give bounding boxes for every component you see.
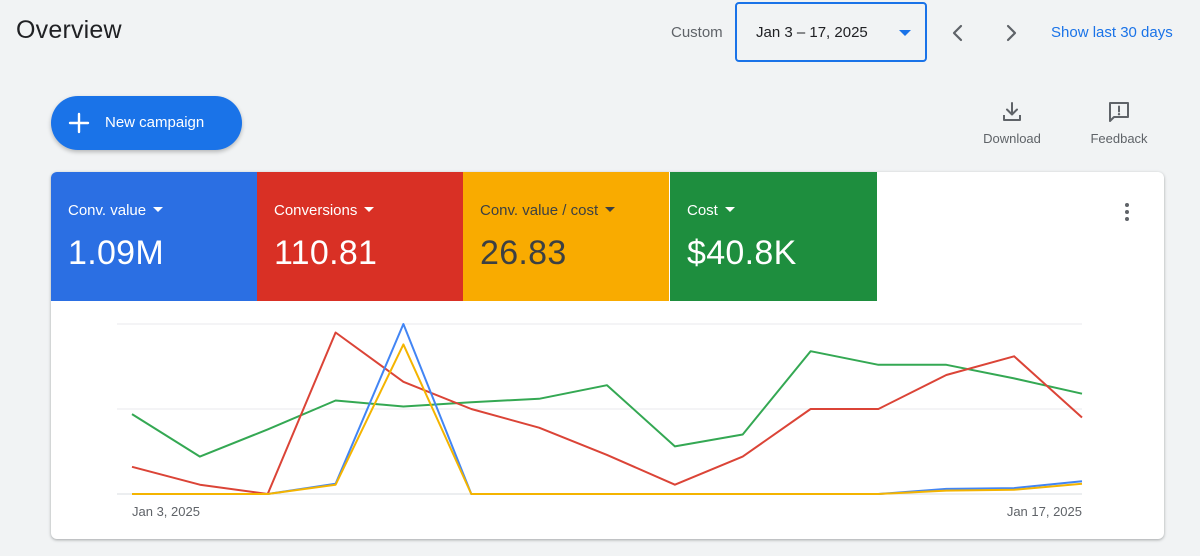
feedback-icon xyxy=(1109,102,1129,122)
chart-series-line-conversions[interactable] xyxy=(131,331,1083,495)
date-range-value: Jan 3 – 17, 2025 xyxy=(756,24,868,41)
chart-x-axis: Jan 3, 2025 Jan 17, 2025 xyxy=(132,504,1082,519)
dropdown-caret-icon xyxy=(724,206,735,212)
performance-line-chart: Jan 3, 2025 Jan 17, 2025 xyxy=(117,323,1083,519)
dropdown-caret-icon xyxy=(605,206,616,212)
dropdown-caret-icon xyxy=(899,30,911,36)
metric-label: Conversions xyxy=(274,202,375,219)
chart-series xyxy=(131,323,1083,495)
metric-conversions[interactable]: Conversions 110.81 xyxy=(257,172,463,301)
download-button[interactable]: Download xyxy=(972,100,1052,150)
metric-label: Conv. value / cost xyxy=(480,202,616,219)
chart-series-line-cost[interactable] xyxy=(131,350,1083,458)
metric-conv-value[interactable]: Conv. value 1.09M xyxy=(51,172,257,301)
feedback-label: Feedback xyxy=(1090,131,1148,146)
page-title: Overview xyxy=(16,16,122,44)
chart-gridlines xyxy=(117,323,1082,495)
dropdown-caret-icon xyxy=(364,206,375,212)
x-axis-tick-label: Jan 3, 2025 xyxy=(132,504,200,519)
new-campaign-label: New campaign xyxy=(105,114,205,131)
chevron-right-icon xyxy=(1006,24,1017,42)
date-range-type-label: Custom xyxy=(671,24,723,41)
metric-conv-value-per-cost[interactable]: Conv. value / cost 26.83 xyxy=(463,172,669,301)
more-options-button[interactable] xyxy=(1115,200,1139,224)
previous-period-button[interactable] xyxy=(945,19,971,47)
chart-series-line-conv-value-cost[interactable] xyxy=(132,343,1083,495)
next-period-button[interactable] xyxy=(998,19,1024,47)
new-campaign-button[interactable]: New campaign xyxy=(51,96,242,150)
metric-value: 110.81 xyxy=(274,234,378,272)
plus-icon xyxy=(68,112,90,134)
metric-value: 26.83 xyxy=(480,234,567,272)
x-axis-tick-label: Jan 17, 2025 xyxy=(1007,504,1082,519)
date-range-picker[interactable]: Jan 3 – 17, 2025 xyxy=(735,2,927,62)
metric-label: Cost xyxy=(687,202,735,219)
show-last-30-days-link[interactable]: Show last 30 days xyxy=(1051,24,1173,41)
more-vert-icon xyxy=(1125,203,1129,221)
feedback-button[interactable]: Feedback xyxy=(1079,100,1159,150)
metric-value: 1.09M xyxy=(68,234,164,272)
dropdown-caret-icon xyxy=(153,206,164,212)
chevron-left-icon xyxy=(952,24,963,42)
download-label: Download xyxy=(983,131,1041,146)
metric-cost[interactable]: Cost $40.8K xyxy=(670,172,877,301)
metric-label: Conv. value xyxy=(68,202,164,219)
performance-card: Conv. value 1.09M Conversions 110.81 Con… xyxy=(51,172,1164,539)
metric-value: $40.8K xyxy=(687,234,797,272)
download-icon xyxy=(1003,102,1021,121)
